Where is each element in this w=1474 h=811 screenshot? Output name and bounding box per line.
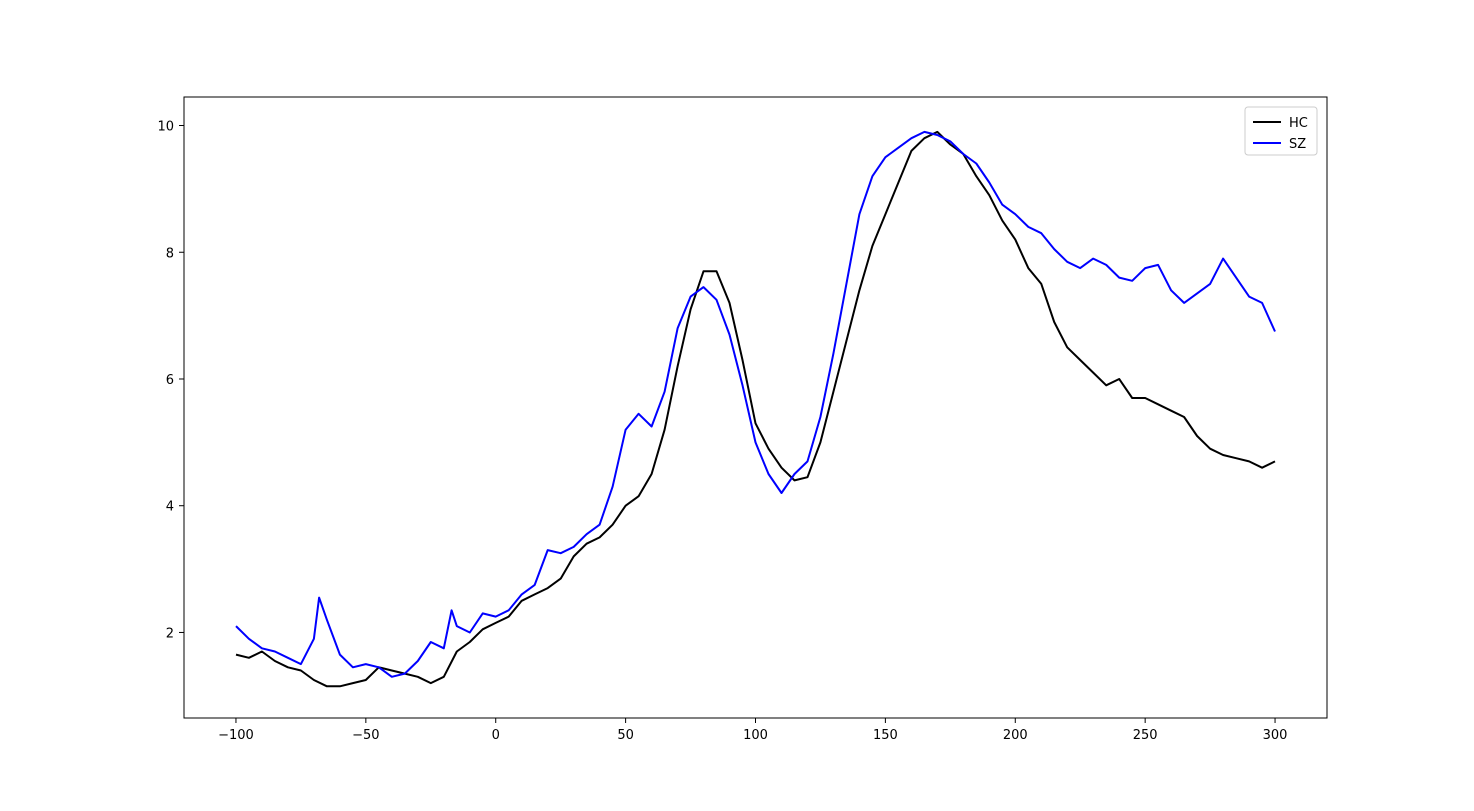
x-tick-label: −50 [352,728,379,743]
series-line-sz [235,130,1276,678]
y-tick-label: 4 [166,500,174,515]
y-tick-label: 6 [166,373,174,388]
y-tick-label: 8 [166,246,174,261]
y-tick-label: 10 [157,120,174,135]
x-tick-label: 150 [873,728,898,743]
legend-box [1244,106,1318,156]
series-layer [235,130,1276,688]
x-axis: −100 −50 0 50 100 150 200 250 300 [218,718,1287,743]
x-tick-label: 250 [1133,728,1158,743]
legend: HC SZ [1244,106,1318,156]
x-tick-label: 300 [1263,728,1288,743]
y-axis: 2 4 6 8 10 [157,120,184,641]
legend-label-hc: HC [1289,116,1308,131]
x-tick-label: 100 [743,728,768,743]
series-line-hc [235,130,1276,688]
x-tick-label: −100 [218,728,254,743]
x-tick-label: 200 [1003,728,1028,743]
x-tick-label: 0 [492,728,500,743]
y-tick-label: 2 [166,626,174,641]
legend-label-sz: SZ [1289,137,1306,152]
x-tick-label: 50 [617,728,634,743]
